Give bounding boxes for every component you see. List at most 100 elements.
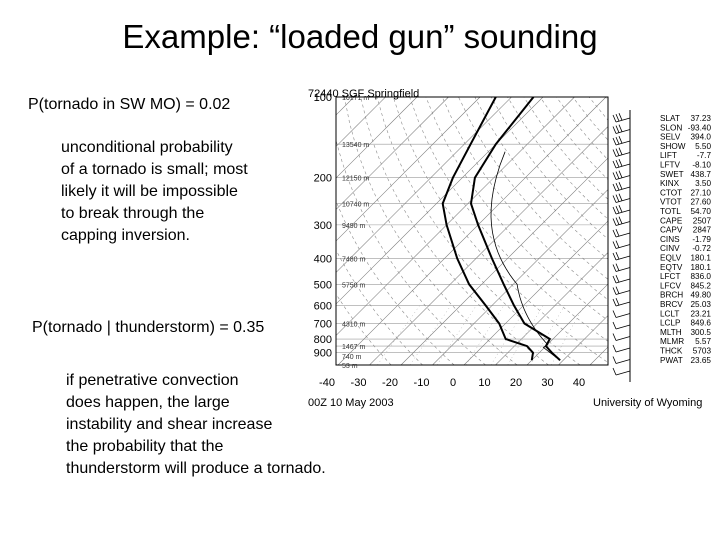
wind-barb [612,159,631,169]
parcel-path [490,151,561,361]
height-label: 5750 m [342,282,366,289]
pressure-tick-label: 900 [314,348,332,360]
height-label: 53 m [342,363,358,370]
temperature-tick-label: -10 [414,377,430,389]
dry-adiabat-line [425,97,608,321]
index-value: -0.72 [692,244,711,253]
wind-barb [612,170,631,180]
wind-barb [612,286,631,295]
isotherm-line [558,315,608,365]
index-name: EQTV [660,263,683,272]
height-labels: 16171 m 13540 m 12150 m 10740 m 9490 m 7480 m… [342,95,369,370]
index-name: VTOT [660,198,682,207]
index-value: 25.03 [691,300,712,309]
index-name: PWAT [660,356,683,365]
isotherm-line [336,97,449,210]
wind-barb [612,113,631,123]
index-name: LIFT [660,151,677,160]
isotherm-line [400,157,608,365]
temperature-tick-label: 30 [541,377,553,389]
paragraph-line: of a tornado is small; most [61,161,248,178]
pressure-tick-label: 700 [314,319,332,331]
dry-adiabat-line [336,293,392,365]
wind-barb [612,147,631,157]
index-name: SHOW [660,142,686,151]
index-value: 849.6 [691,319,712,328]
wind-barb [612,182,631,192]
p-conditional-label: P(tornado | thunderstorm) = 0.35 [32,319,265,336]
mixing-ratio-line [490,305,528,365]
date-label: 00Z 10 May 2003 [308,397,394,409]
index-value: 5.50 [695,142,711,151]
index-name: BRCH [660,291,683,300]
wind-barb [612,310,631,318]
conditional-paragraph: if penetrative convection does happen, th… [66,370,326,480]
wind-barb [612,124,631,134]
pressure-tick-label: 400 [314,253,332,265]
index-value: 3.50 [695,179,711,188]
paragraph-line: instability and shear increase [66,416,273,433]
index-name: MLMR [660,337,684,346]
index-value: -1.79 [692,235,711,244]
pressure-tick-label: 300 [314,220,332,232]
index-name: MLTH [660,328,682,337]
paragraph-line: capping inversion. [61,227,190,244]
index-name: TOTL [660,207,681,216]
dry-adiabat-line [344,97,518,365]
height-label: 12150 m [342,176,369,183]
index-value: 27.10 [691,188,712,197]
index-name: THCK [660,347,683,356]
index-name: EQLV [660,254,682,263]
index-name: KINX [660,179,680,188]
paragraph-line: thunderstorm will produce a tornado. [66,460,326,477]
index-value: 180.1 [691,263,712,272]
index-value: 5.57 [695,337,711,346]
isotherm-line [432,189,608,365]
index-name: LFCV [660,281,681,290]
wind-barb [612,344,631,353]
index-name: SELV [660,133,681,142]
temperature-profile [469,97,561,361]
height-label: 9490 m [342,223,366,230]
isotherm-line [55,97,323,365]
height-label: 13540 m [342,142,369,149]
wind-barb [612,367,631,376]
isotherm-line [336,97,386,147]
index-value: 2507 [693,216,712,225]
temperature-tick-label: 40 [573,377,585,389]
temperature-tick-label: -20 [382,377,398,389]
height-label: 4310 m [342,322,366,329]
index-value: 180.1 [691,254,712,263]
mixing-ratio-line [436,305,477,365]
height-label: 16171 m [342,95,369,102]
dry-adiabat-line [360,97,549,365]
dewpoint-profile [441,97,535,361]
index-name: CINV [660,244,680,253]
index-name: LCLT [660,309,679,318]
index-name: SLAT [660,114,680,123]
dry-adiabat-line [409,97,608,342]
temperature-axis: -40 -30 -20 -10 0 10 20 30 40 [319,377,585,389]
index-value: 438.7 [691,170,712,179]
index-value: 27.60 [691,198,712,207]
index-value: 49.80 [691,291,712,300]
temperature-tick-label: -30 [351,377,367,389]
stability-indices: SLAT 37.23 SLON -93.40 SELV 394.0 SHOW 5.50 LIFT… [660,114,711,365]
isotherm-line [337,97,607,365]
index-value: -93.40 [688,123,712,132]
index-value: 2847 [693,226,712,235]
isotherm-line [463,220,608,365]
mixing-ratio-line [377,305,420,365]
height-label: 7480 m [342,256,366,263]
wind-barb [612,356,631,364]
index-value: -8.10 [692,161,711,170]
temperature-tick-label: -40 [319,377,335,389]
index-value: 54.70 [691,207,712,216]
pressure-tick-label: 500 [314,279,332,291]
slide-title: Example: “loaded gun” sounding [122,18,598,55]
index-value: 300.5 [691,328,712,337]
paragraph-line: the probability that the [66,438,224,455]
wind-barb [612,263,631,272]
isotherm-line [336,97,481,242]
paragraph-line: does happen, the large [66,394,230,411]
